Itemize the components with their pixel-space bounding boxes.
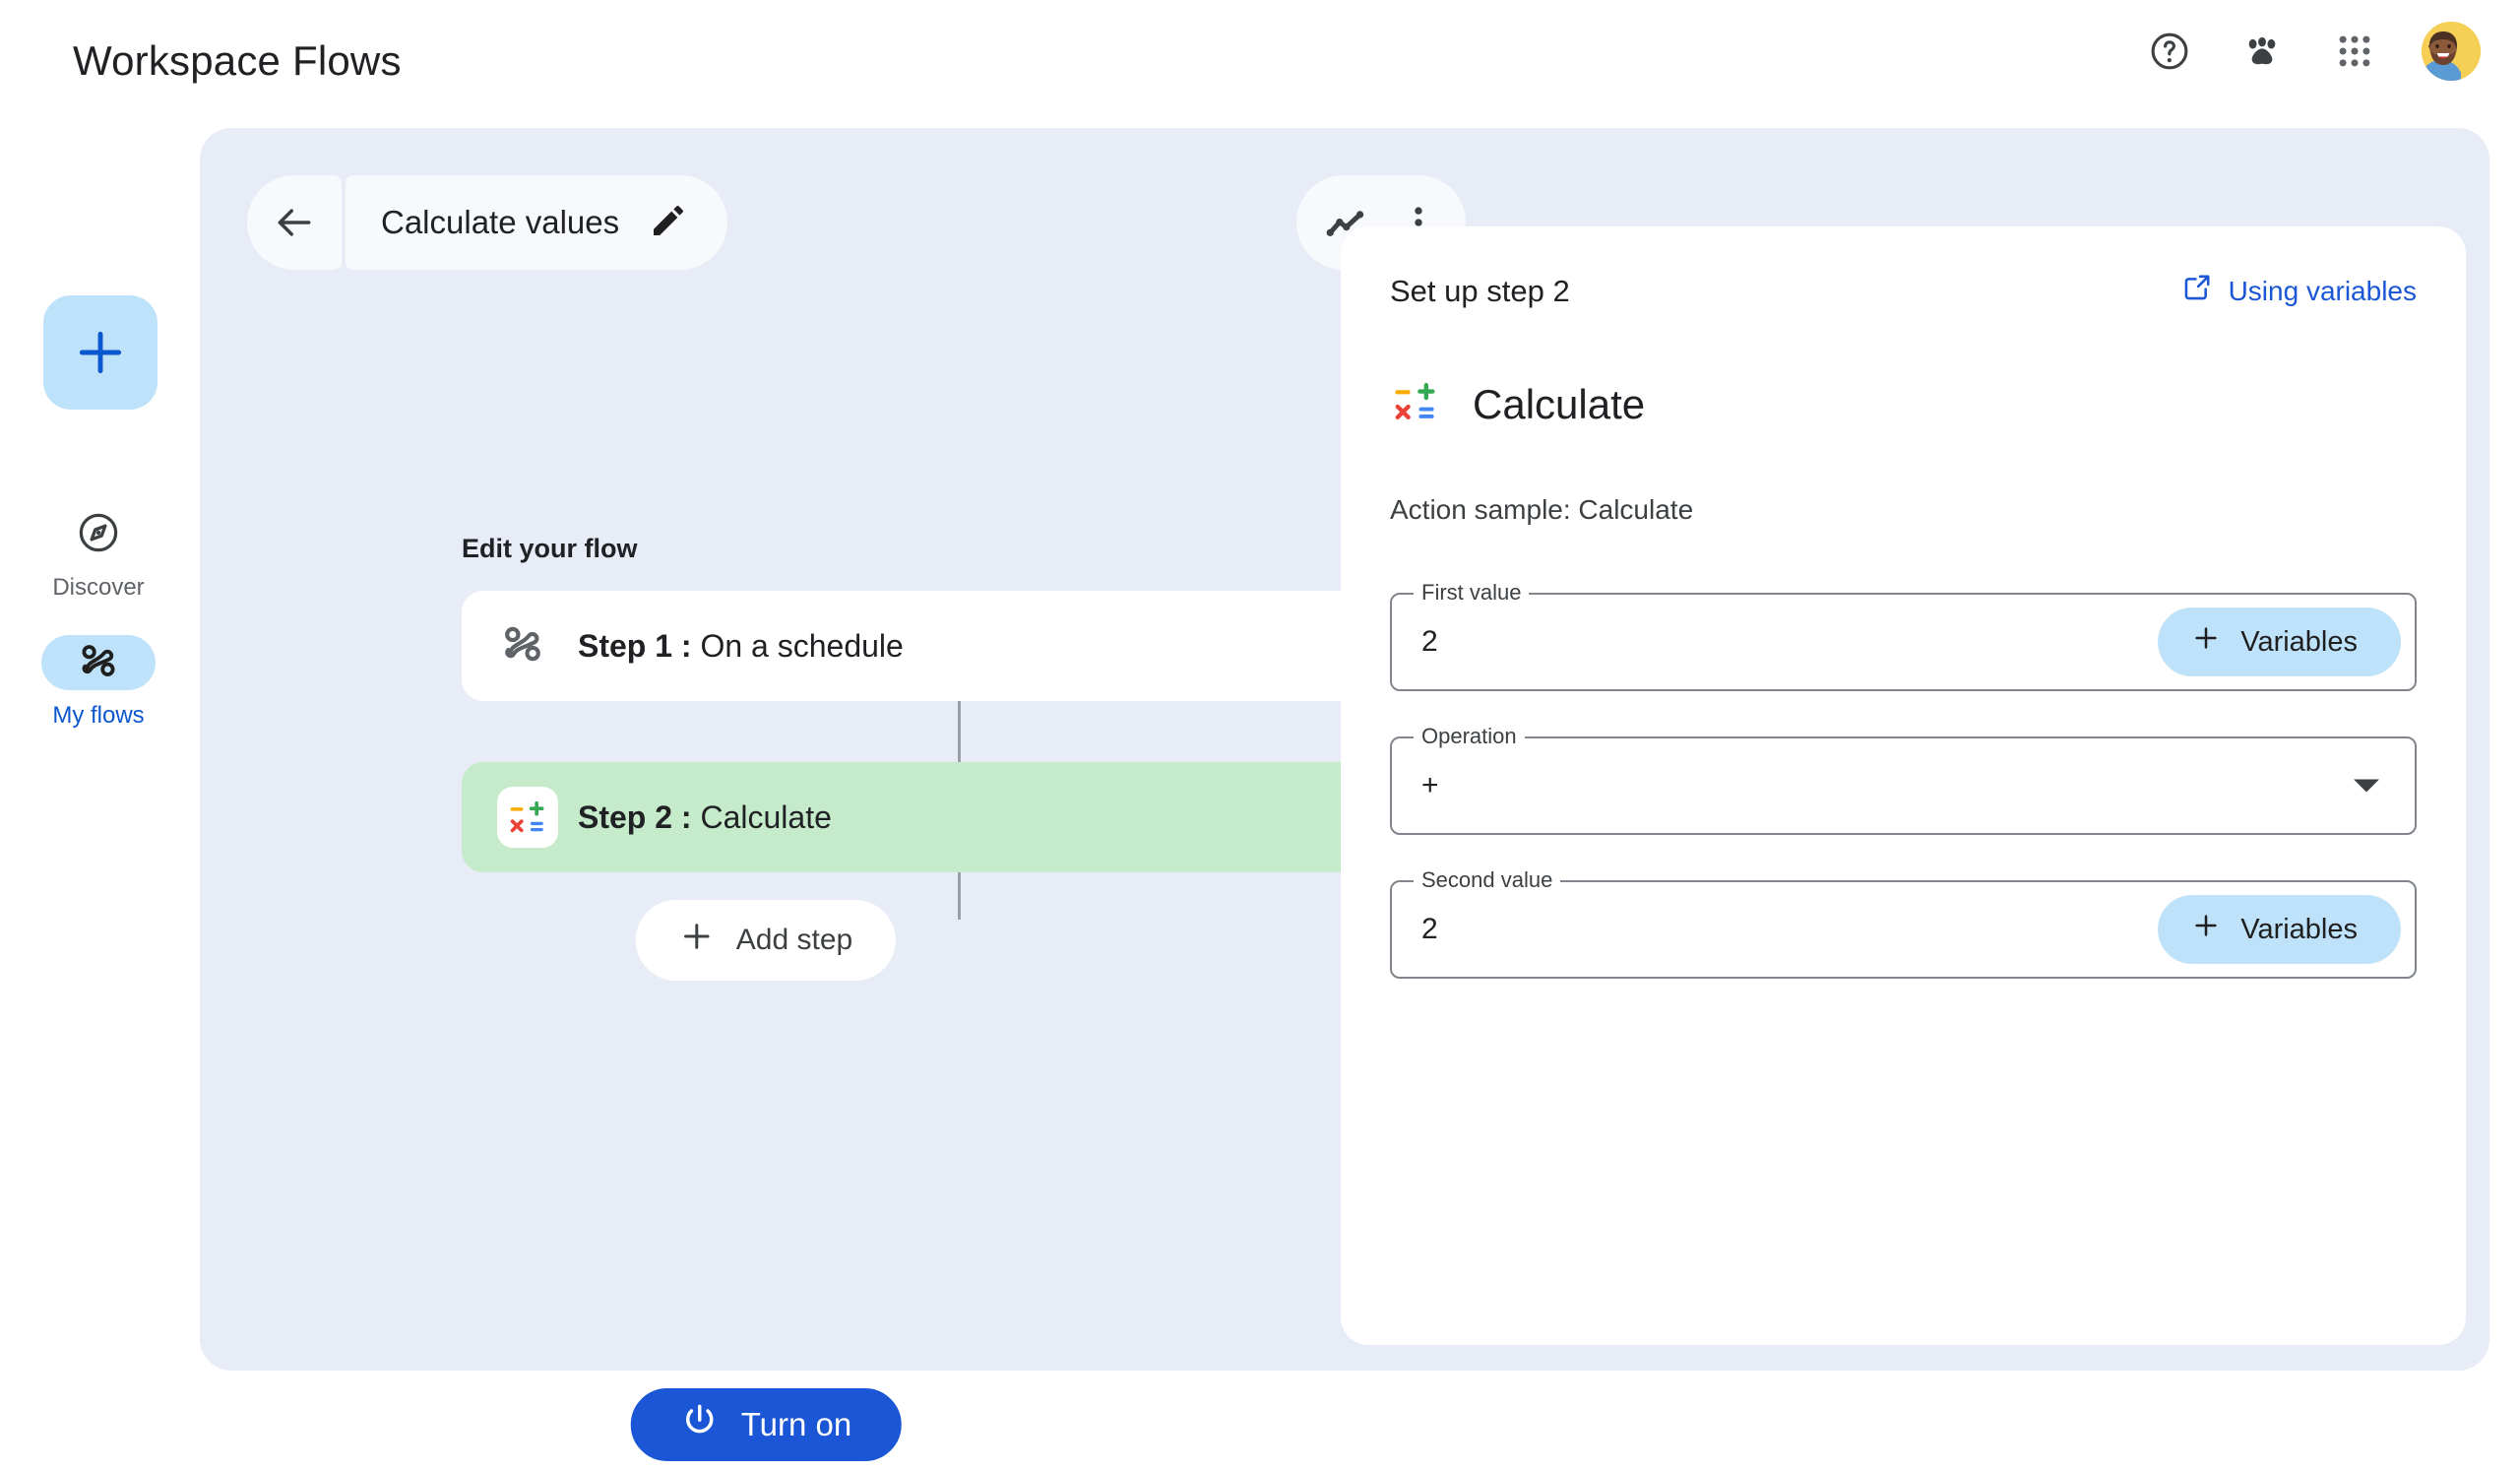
plus-icon [679, 919, 715, 962]
external-link-icon [2181, 272, 2213, 310]
flow-title: Calculate values [381, 204, 620, 240]
flow-icon [497, 618, 548, 674]
turn-on-label: Turn on [740, 1406, 852, 1442]
my-flows-pill [41, 635, 156, 690]
step-1-icon-slot [497, 618, 568, 674]
create-flow-button[interactable] [43, 295, 158, 410]
step-1-name: On a schedule [691, 627, 904, 664]
turn-on-button[interactable]: Turn on [621, 1379, 911, 1470]
first-value-label: First value [1414, 580, 1530, 606]
edit-pencil-icon[interactable] [649, 201, 688, 245]
step-2-icon-slot [497, 787, 568, 848]
power-icon [680, 1401, 720, 1448]
using-variables-link[interactable]: Using variables [2181, 272, 2417, 310]
apps-grid-icon[interactable] [2329, 26, 2380, 77]
second-value-variables-button[interactable]: Variables [2158, 895, 2401, 964]
variables-label: Variables [2240, 625, 2358, 658]
first-value-input[interactable]: 2 [1421, 625, 1438, 658]
paw-icon[interactable] [2236, 26, 2288, 77]
avatar[interactable] [2422, 22, 2481, 81]
calculate-icon [1390, 376, 1441, 432]
step-1-prefix: Step 1 : [578, 627, 692, 664]
compass-icon [76, 510, 121, 560]
step-2-name: Calculate [691, 799, 832, 835]
left-rail: Discover My flows [0, 118, 197, 1418]
steps-list: Step 1 : On a schedule [462, 591, 1456, 920]
flow-header: Calculate values [247, 175, 728, 270]
flow-icon [75, 637, 122, 689]
edit-your-flow-label: Edit your flow [462, 534, 638, 563]
back-button[interactable] [247, 175, 342, 270]
help-icon[interactable] [2144, 26, 2195, 77]
using-variables-label: Using variables [2228, 275, 2417, 306]
variables-label: Variables [2240, 913, 2358, 945]
discover-pill [41, 507, 156, 562]
trending-line-icon[interactable] [1323, 200, 1368, 245]
plus-icon [2191, 911, 2221, 948]
setup-panel: Set up step 2 Using variables [1341, 226, 2466, 1345]
top-bar-actions [2144, 22, 2481, 81]
table-row[interactable]: Step 2 : Calculate [462, 762, 1456, 872]
add-step-button[interactable]: Add step [635, 900, 897, 981]
sidebar-item-my-flows[interactable]: My flows [0, 635, 197, 730]
page-title: Workspace Flows [73, 37, 402, 84]
sidebar-item-discover[interactable]: Discover [0, 507, 197, 602]
flow-title-pill[interactable]: Calculate values [346, 175, 728, 270]
second-value-label: Second value [1414, 867, 1561, 893]
chevron-down-icon[interactable] [2354, 779, 2379, 793]
second-value-field[interactable]: Second value 2 Variables [1390, 867, 2417, 979]
step-2-prefix: Step 2 : [578, 799, 692, 835]
top-bar: Workspace Flows [0, 0, 2520, 118]
turn-on-wrapper: Turn on [621, 1379, 911, 1470]
action-title-row: Calculate [1390, 376, 1645, 432]
step-2-label: Step 2 : Calculate [578, 799, 832, 836]
panel-header: Set up step 2 Using variables [1390, 272, 2417, 310]
table-row[interactable]: Step 1 : On a schedule [462, 591, 1456, 701]
first-value-variables-button[interactable]: Variables [2158, 607, 2401, 676]
action-title: Calculate [1473, 380, 1646, 427]
panel-title: Set up step 2 [1390, 273, 1570, 308]
operation-value: + [1421, 769, 1439, 801]
step-1-label: Step 1 : On a schedule [578, 628, 904, 665]
action-sample-text: Action sample: Calculate [1390, 494, 1694, 525]
step-connector [957, 872, 961, 920]
calculate-icon [497, 787, 558, 848]
step-connector [957, 701, 961, 762]
add-step-label: Add step [735, 924, 853, 956]
sidebar-item-discover-label: Discover [52, 574, 145, 601]
sidebar-item-my-flows-label: My flows [52, 702, 145, 729]
second-value-input[interactable]: 2 [1421, 913, 1438, 945]
flow-editor-column: Calculate values [200, 128, 1466, 1470]
plus-icon [2191, 623, 2221, 661]
operation-select[interactable]: Operation + [1390, 724, 2417, 835]
flow-canvas: Calculate values [200, 128, 2489, 1470]
first-value-field[interactable]: First value 2 Variables [1390, 580, 2417, 691]
operation-label: Operation [1414, 724, 1525, 749]
